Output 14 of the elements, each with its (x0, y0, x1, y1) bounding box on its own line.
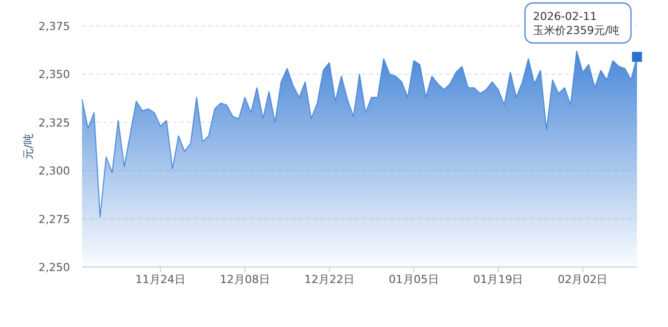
x-tick-label: 01月19日 (473, 273, 524, 286)
y-tick-label: 2,275 (38, 212, 70, 226)
y-axis-title: 元/吨 (22, 134, 35, 160)
y-tick-label: 2,350 (38, 68, 70, 82)
y-tick-label: 2,300 (38, 164, 70, 178)
x-tick-label: 02月02日 (558, 273, 608, 286)
y-tick-label: 2,250 (38, 261, 70, 274)
x-tick-label: 01月05日 (388, 273, 439, 286)
y-tick-label: 2,325 (38, 116, 70, 130)
x-tick-label: 12月22日 (304, 273, 354, 286)
y-tick-label: 2,375 (38, 20, 70, 33)
x-tick-label: 11月24日 (135, 273, 186, 286)
x-tick-label: 12月08日 (220, 273, 270, 286)
annotation: 2026-02-11 玉米价2359元/吨 (533, 10, 620, 37)
